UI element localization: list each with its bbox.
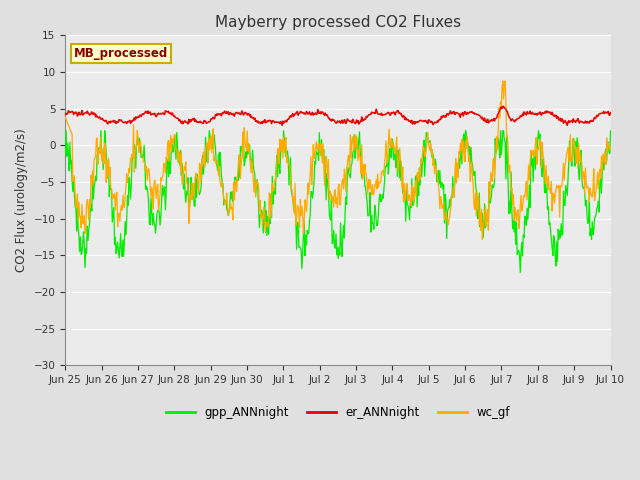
Text: MB_processed: MB_processed [74, 47, 168, 60]
Y-axis label: CO2 Flux (urology/m2/s): CO2 Flux (urology/m2/s) [15, 129, 28, 272]
Legend: gpp_ANNnight, er_ANNnight, wc_gf: gpp_ANNnight, er_ANNnight, wc_gf [161, 401, 515, 424]
Title: Mayberry processed CO2 Fluxes: Mayberry processed CO2 Fluxes [215, 15, 461, 30]
